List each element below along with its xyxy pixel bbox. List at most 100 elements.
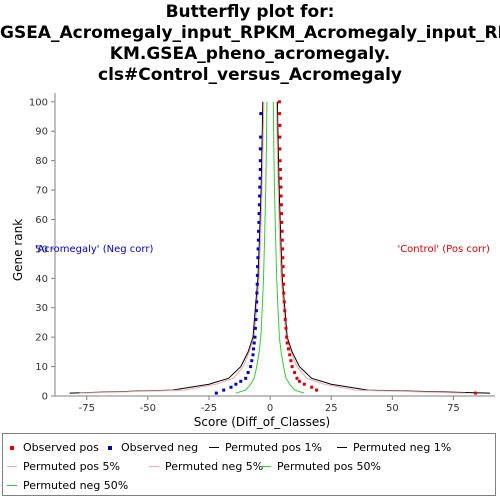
point-observed-neg <box>254 327 257 330</box>
point-observed-pos <box>281 256 284 259</box>
y-tick-label: 80 <box>35 156 48 167</box>
point-observed-neg <box>252 347 255 350</box>
point-observed-pos <box>284 318 287 321</box>
point-observed-neg <box>230 386 233 389</box>
point-observed-neg <box>257 247 260 250</box>
point-observed-pos <box>282 283 285 286</box>
y-tick-label: 100 <box>29 97 48 108</box>
point-observed-pos <box>280 195 283 198</box>
point-observed-neg <box>252 353 255 356</box>
point-observed-neg <box>259 177 262 180</box>
legend-item: Permuted pos 1% <box>209 441 322 454</box>
legend-label: Permuted pos 50% <box>277 460 381 473</box>
point-observed-pos <box>281 239 284 242</box>
legend-item: Permuted neg 50% <box>7 479 128 492</box>
point-observed-pos <box>285 336 288 339</box>
point-observed-pos <box>282 292 285 295</box>
point-observed-pos <box>278 112 281 115</box>
point-observed-pos <box>310 386 313 389</box>
legend-swatch <box>7 481 17 491</box>
legend: Observed pos Observed neg Permuted pos 1% P… <box>2 433 496 496</box>
point-observed-pos <box>286 342 289 345</box>
point-observed-neg <box>215 392 218 395</box>
point-observed-neg <box>258 195 261 198</box>
x-tick-label: -50 <box>140 403 156 414</box>
pos-corr-annotation: 'Control' (Pos corr) <box>397 244 490 255</box>
y-tick-label: 30 <box>35 303 48 314</box>
x-tick-label: 0 <box>267 403 273 414</box>
point-observed-neg <box>256 274 259 277</box>
point-observed-pos <box>282 265 285 268</box>
point-observed-pos <box>279 168 282 171</box>
point-observed-pos <box>293 371 296 374</box>
point-observed-pos <box>285 327 288 330</box>
point-observed-neg <box>234 383 237 386</box>
legend-item: Observed pos <box>7 441 99 454</box>
point-observed-neg <box>259 147 262 150</box>
y-tick-label: 0 <box>42 392 48 403</box>
point-observed-neg <box>239 380 242 383</box>
x-axis-label: Score (Diff_of_Classes) <box>194 415 330 429</box>
point-observed-neg <box>244 377 247 380</box>
point-observed-neg <box>255 309 258 312</box>
butterfly-plot: -75 -50 -25 0 25 50 75 0 10 20 30 40 50 60 70 80 90 100 S… <box>0 0 500 432</box>
legend-swatch <box>337 443 347 453</box>
point-observed-pos <box>298 380 301 383</box>
point-observed-neg <box>247 371 250 374</box>
point-observed-pos <box>280 221 283 224</box>
point-observed-neg <box>249 365 252 368</box>
point-observed-pos <box>303 383 306 386</box>
legend-label: Permuted neg 50% <box>23 479 128 492</box>
neg-corr-annotation: 'Acromegaly' (Neg corr) <box>35 244 154 255</box>
legend-swatch <box>7 443 17 453</box>
point-observed-pos <box>279 177 282 180</box>
point-observed-neg <box>257 230 260 233</box>
point-observed-pos <box>280 203 283 206</box>
point-observed-neg <box>259 136 262 139</box>
point-observed-pos <box>283 300 286 303</box>
point-observed-pos <box>288 353 291 356</box>
x-tick-label: 75 <box>447 403 460 414</box>
point-observed-pos <box>281 247 284 250</box>
point-observed-neg <box>259 112 262 115</box>
point-observed-neg <box>257 239 260 242</box>
point-observed-pos <box>279 159 282 162</box>
y-tick-label: 90 <box>35 127 48 138</box>
point-observed-neg <box>256 283 259 286</box>
point-observed-neg <box>259 159 262 162</box>
point-observed-pos <box>278 100 281 103</box>
point-observed-pos <box>278 124 281 127</box>
legend-label: Permuted pos 1% <box>225 441 322 454</box>
point-observed-neg <box>250 359 253 362</box>
legend-label: Permuted neg 5% <box>165 460 263 473</box>
point-observed-neg <box>258 203 261 206</box>
legend-swatch <box>7 462 17 472</box>
legend-item: Permuted neg 1% <box>337 441 451 454</box>
legend-label: Permuted pos 5% <box>23 460 120 473</box>
y-axis-label: Gene rank <box>11 219 25 281</box>
y-tick-label: 60 <box>35 215 48 226</box>
y-tick-label: 70 <box>35 186 48 197</box>
y-tick-label: 10 <box>35 362 48 373</box>
point-observed-pos <box>289 359 292 362</box>
x-tick-label: -25 <box>201 403 217 414</box>
legend-swatch <box>105 443 115 453</box>
y-tick-label: 20 <box>35 333 48 344</box>
legend-item: Permuted pos 5% <box>7 460 120 473</box>
point-observed-neg <box>259 168 262 171</box>
point-observed-pos <box>291 365 294 368</box>
point-observed-neg <box>253 342 256 345</box>
y-tick-label: 40 <box>35 274 48 285</box>
legend-item: Permuted pos 50% <box>261 460 381 473</box>
point-observed-pos <box>474 392 477 395</box>
point-observed-neg <box>222 389 225 392</box>
point-observed-pos <box>278 136 281 139</box>
legend-label: Permuted neg 1% <box>353 441 451 454</box>
point-observed-pos <box>280 212 283 215</box>
legend-item: Observed neg <box>105 441 198 454</box>
x-tick-label: -75 <box>79 403 95 414</box>
point-observed-neg <box>254 336 257 339</box>
x-tick-label: 25 <box>325 403 338 414</box>
point-observed-neg <box>257 221 260 224</box>
x-tick-label: 50 <box>386 403 399 414</box>
